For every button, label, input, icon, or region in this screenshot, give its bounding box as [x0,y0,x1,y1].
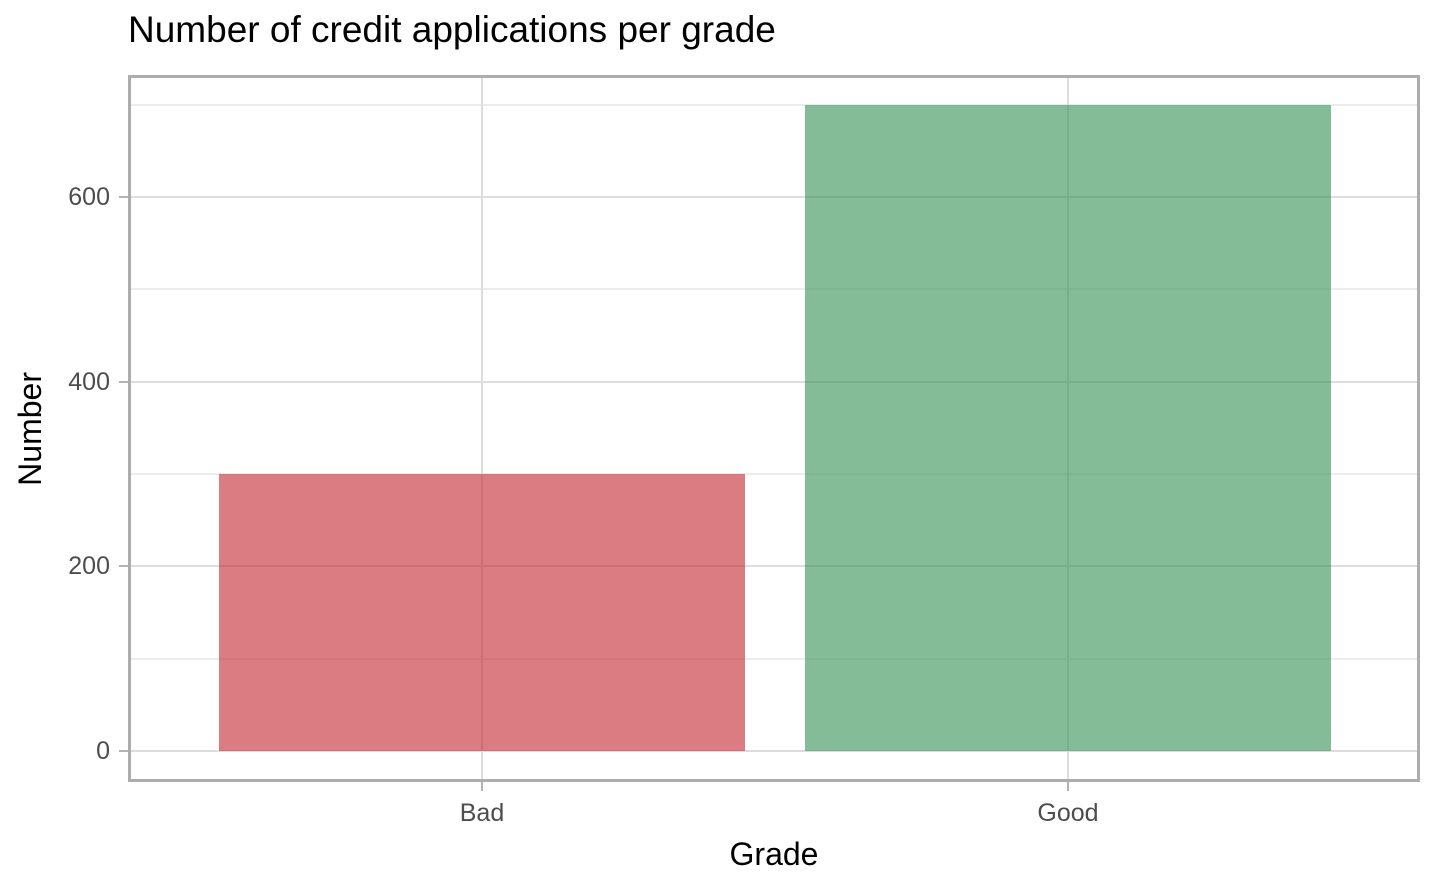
gridline-minor-y100 [128,657,1420,660]
gridline-major-x-bad [481,75,483,782]
y-axis-tick-200 [119,565,128,568]
y-tick-label-600: 600 [68,183,110,211]
gridline-major-y600 [128,196,1420,198]
gridline-minor-y300 [128,473,1420,475]
bar-good [805,104,1331,751]
chart-title: Number of credit applications per grade [128,9,776,50]
x-axis-title: Grade [729,836,819,872]
plot-panel [128,75,1420,782]
y-axis-tick-600 [119,196,128,198]
gridline-minor-y700 [128,103,1420,106]
x-tick-label-good: Good [1037,799,1099,827]
y-axis-tick-400 [119,380,128,383]
x-axis-tick-good [1067,782,1069,791]
x-axis-tick-bad [481,782,483,791]
gridline-minor-y500 [128,288,1420,291]
gridline-major-y0 [128,750,1420,752]
gridline-major-y400 [128,380,1420,383]
x-tick-label-bad: Bad [459,799,505,827]
bar-bad [219,474,745,751]
y-tick-label-0: 0 [96,737,110,765]
gridline-major-y200 [128,565,1420,568]
y-tick-label-200: 200 [68,552,110,581]
y-tick-label-400: 400 [68,367,110,396]
y-axis-tick-0 [119,750,128,752]
